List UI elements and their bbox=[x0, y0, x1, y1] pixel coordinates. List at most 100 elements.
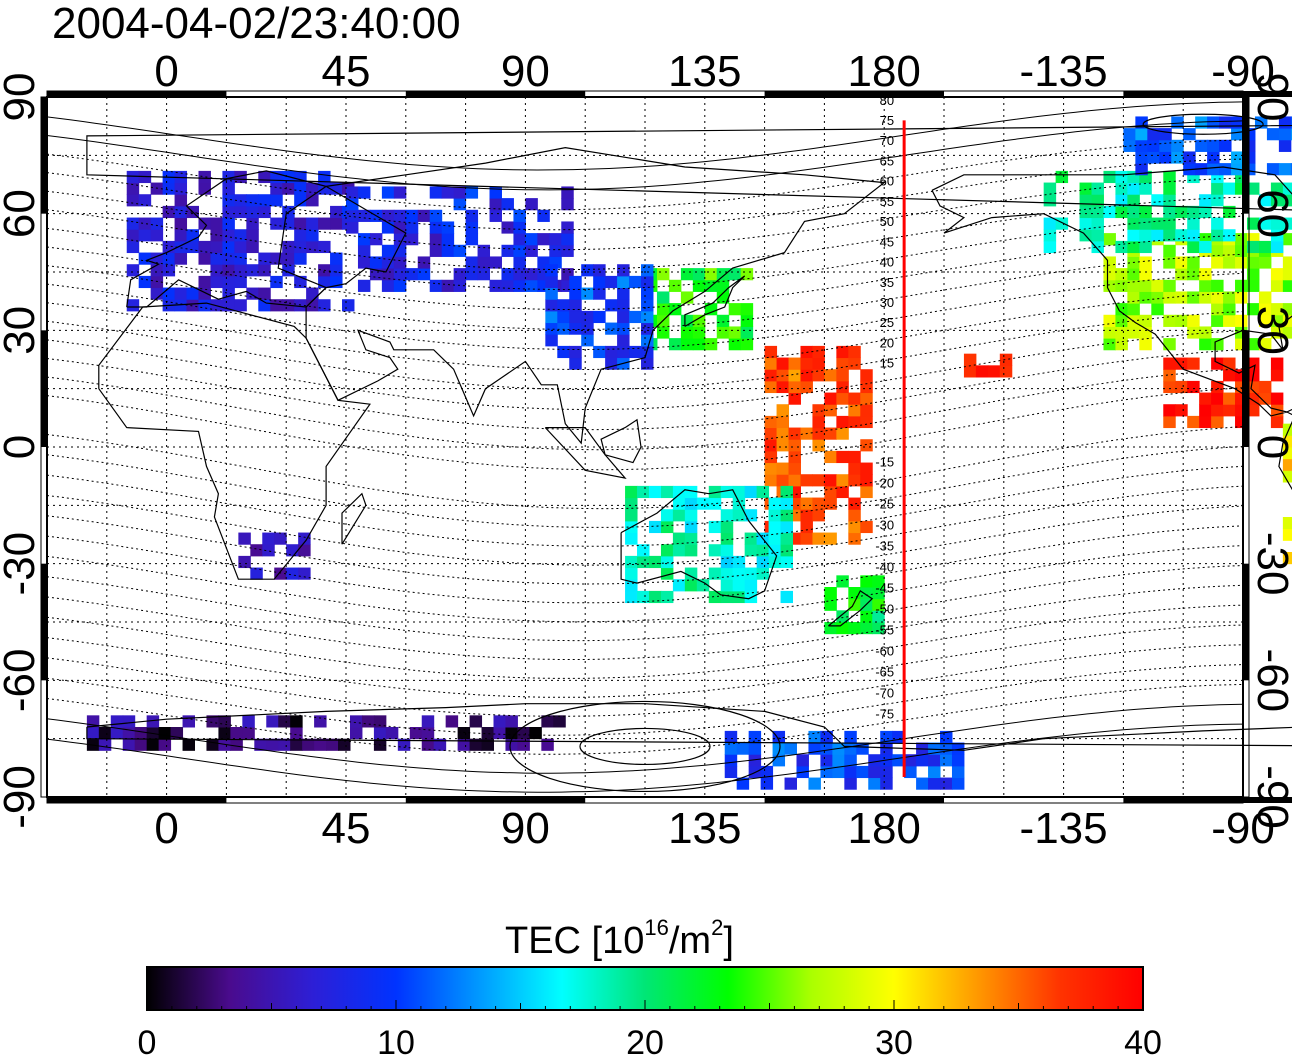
tec-cell bbox=[1211, 256, 1224, 269]
tec-cell bbox=[720, 532, 734, 545]
tec-cell bbox=[784, 777, 797, 790]
tec-cell bbox=[238, 532, 251, 545]
tec-cell bbox=[951, 777, 965, 790]
tec-cell bbox=[1270, 279, 1284, 292]
tec-cell bbox=[306, 240, 319, 254]
tec-cell bbox=[1163, 194, 1176, 207]
tec-cell bbox=[1235, 314, 1248, 327]
tec-cell bbox=[848, 392, 861, 405]
contour-line bbox=[46, 584, 1244, 660]
tec-cell bbox=[86, 727, 100, 740]
tec-cell bbox=[848, 404, 861, 417]
tec-cell bbox=[282, 182, 295, 195]
tec-cell bbox=[940, 742, 953, 755]
contour-line bbox=[46, 234, 1244, 310]
tec-cell bbox=[126, 182, 140, 195]
tec-cell bbox=[1135, 139, 1148, 152]
tec-cell bbox=[222, 240, 235, 254]
tec-cell bbox=[174, 194, 188, 207]
tec-cell bbox=[680, 326, 694, 339]
tec-cell bbox=[836, 474, 849, 487]
tec-cell bbox=[625, 590, 638, 604]
tec-cell bbox=[525, 198, 538, 211]
top-lon-label: -135 bbox=[1020, 47, 1108, 96]
tec-cell bbox=[258, 205, 271, 219]
contour-label: 45 bbox=[880, 234, 894, 249]
tec-cell bbox=[294, 240, 307, 254]
tec-cell bbox=[772, 742, 786, 755]
tec-cell bbox=[270, 182, 283, 195]
tec-cell bbox=[369, 256, 383, 269]
tec-cell bbox=[1199, 404, 1212, 417]
tec-cell bbox=[1199, 279, 1212, 292]
tec-cell bbox=[294, 182, 307, 195]
tec-cell bbox=[708, 520, 722, 534]
tec-cell bbox=[780, 544, 794, 557]
tec-cell bbox=[832, 754, 845, 767]
coastline bbox=[341, 492, 367, 545]
tec-cell bbox=[824, 598, 837, 611]
tec-cell bbox=[940, 754, 953, 767]
frame-scale-segment bbox=[41, 330, 47, 447]
coastline bbox=[86, 124, 1292, 211]
tec-cell bbox=[258, 194, 271, 207]
tec-cell bbox=[660, 485, 674, 499]
tec-cell bbox=[748, 754, 762, 767]
tec-cell bbox=[625, 497, 638, 510]
tec-region bbox=[126, 170, 355, 312]
tec-cell bbox=[951, 754, 965, 767]
tec-cell bbox=[110, 727, 124, 740]
tec-cell bbox=[880, 765, 893, 779]
tec-cell bbox=[1163, 338, 1176, 351]
tec-cell bbox=[481, 727, 495, 740]
tec-cell bbox=[1211, 217, 1224, 230]
tec-cell bbox=[369, 233, 383, 246]
contour-line bbox=[46, 644, 1244, 717]
tec-cell bbox=[1258, 380, 1272, 394]
left-lat-label: -30 bbox=[0, 532, 44, 596]
tec-cell bbox=[740, 303, 754, 316]
coastline bbox=[828, 590, 874, 627]
tec-cell bbox=[525, 233, 538, 246]
tec-cell bbox=[848, 509, 861, 522]
tec-cell bbox=[836, 345, 849, 359]
tec-cell bbox=[720, 579, 734, 592]
tec-cell bbox=[1183, 151, 1196, 164]
tec-cell bbox=[174, 205, 188, 219]
tec-cell bbox=[238, 555, 251, 569]
tec-cell bbox=[465, 186, 479, 199]
tec-cell bbox=[1258, 303, 1272, 316]
tec-region bbox=[1123, 116, 1292, 176]
bottom-lon-label: 180 bbox=[847, 804, 920, 853]
tec-cell bbox=[210, 275, 223, 289]
contour-label: 55 bbox=[880, 194, 894, 209]
tec-cell bbox=[357, 244, 371, 257]
tec-cell bbox=[525, 279, 538, 292]
tec-cell bbox=[1163, 369, 1176, 382]
tec-cell bbox=[306, 217, 319, 230]
tec-cell bbox=[569, 299, 582, 312]
tec-cell bbox=[234, 252, 247, 265]
contour-label: 15 bbox=[880, 356, 894, 371]
contour-line bbox=[46, 505, 1244, 585]
tec-cell bbox=[1103, 205, 1116, 219]
tec-cell bbox=[720, 485, 734, 499]
tec-cell bbox=[545, 299, 558, 312]
tec-cell bbox=[1091, 205, 1104, 219]
tec-cell bbox=[210, 252, 223, 265]
tec-cell bbox=[848, 345, 861, 359]
colorbar-title: TEC [1016/m2] bbox=[505, 908, 734, 961]
tec-cell bbox=[1246, 268, 1260, 281]
tec-cell bbox=[836, 610, 849, 623]
coastline bbox=[98, 302, 371, 580]
tec-cell bbox=[788, 439, 801, 452]
tec-cell bbox=[481, 738, 495, 751]
tec-cell bbox=[457, 727, 471, 740]
tec-cell bbox=[330, 205, 343, 219]
contour-label: 70 bbox=[880, 133, 894, 148]
tec-cell bbox=[1282, 233, 1292, 246]
contour-label: -20 bbox=[875, 475, 894, 490]
frame-scale-segment bbox=[405, 91, 586, 97]
tec-cell bbox=[1139, 182, 1152, 195]
tec-cell bbox=[1235, 244, 1248, 257]
